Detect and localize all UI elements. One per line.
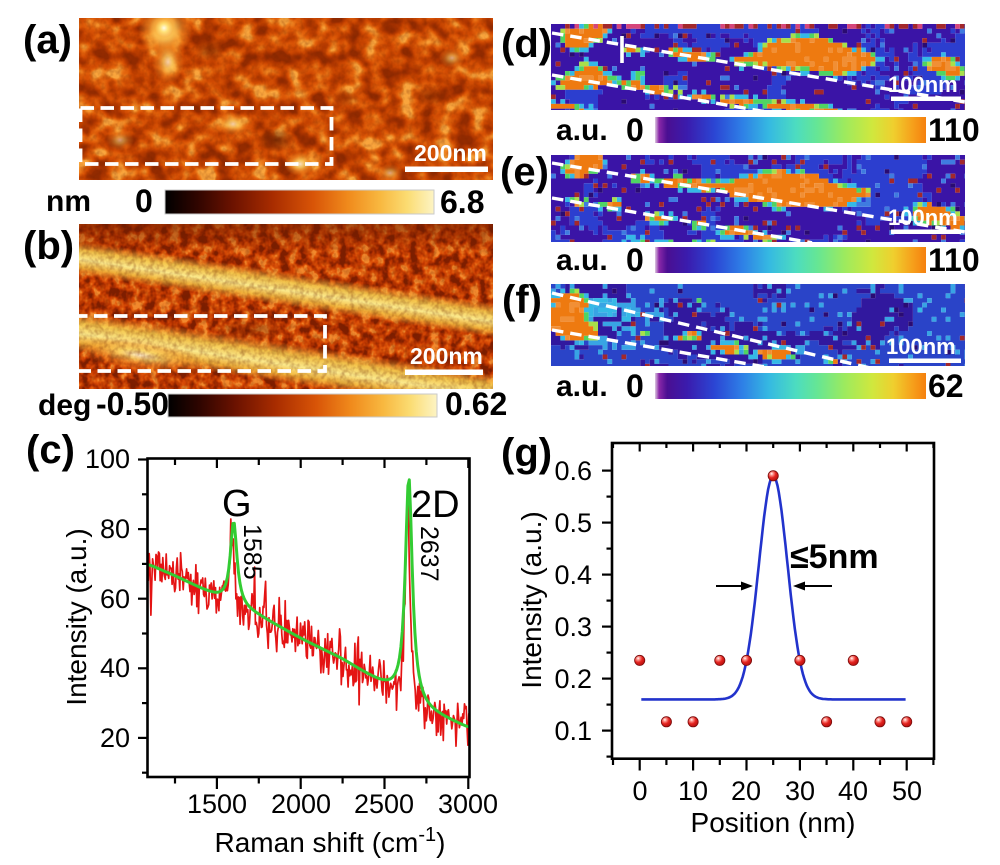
- svg-text:nm: nm: [46, 185, 91, 218]
- svg-text:0.5: 0.5: [554, 508, 592, 538]
- svg-text:1500: 1500: [187, 789, 247, 819]
- svg-text:20: 20: [731, 776, 761, 806]
- svg-text:2637: 2637: [415, 526, 443, 582]
- svg-text:(d): (d): [501, 22, 552, 66]
- svg-text:(g): (g): [501, 431, 552, 475]
- svg-text:0.1: 0.1: [554, 716, 592, 746]
- svg-text:2500: 2500: [354, 789, 414, 819]
- svg-text:0.6: 0.6: [554, 456, 592, 486]
- svg-text:-0.50: -0.50: [96, 386, 169, 422]
- svg-text:3000: 3000: [438, 789, 498, 819]
- svg-text:(e): (e): [500, 150, 549, 194]
- svg-text:0.3: 0.3: [554, 612, 592, 642]
- svg-text:80: 80: [100, 514, 130, 544]
- svg-text:Raman shift (cm-1): Raman shift (cm-1): [215, 824, 446, 858]
- svg-text:Intensity (a.u.): Intensity (a.u.): [61, 528, 92, 705]
- svg-text:(f): (f): [502, 278, 542, 322]
- svg-text:40: 40: [838, 776, 868, 806]
- svg-text:100nm: 100nm: [886, 334, 956, 359]
- svg-text:50: 50: [892, 776, 922, 806]
- svg-text:0: 0: [626, 112, 644, 148]
- svg-text:1585: 1585: [238, 524, 266, 580]
- svg-text:0: 0: [626, 368, 644, 404]
- svg-text:(b): (b): [23, 224, 74, 268]
- svg-text:0: 0: [632, 776, 647, 806]
- svg-text:a.u.: a.u.: [556, 244, 608, 277]
- svg-text:2D: 2D: [411, 484, 460, 526]
- svg-text:(a): (a): [23, 18, 72, 62]
- svg-text:200nm: 200nm: [414, 140, 487, 166]
- svg-text:≤5nm: ≤5nm: [790, 538, 879, 576]
- svg-text:0: 0: [135, 183, 153, 219]
- svg-text:100: 100: [85, 444, 130, 474]
- svg-text:2000: 2000: [271, 789, 331, 819]
- svg-text:10: 10: [678, 776, 708, 806]
- svg-text:0.2: 0.2: [554, 664, 592, 694]
- svg-text:Position (nm): Position (nm): [691, 807, 856, 838]
- svg-text:a.u.: a.u.: [556, 370, 608, 403]
- svg-text:0: 0: [626, 242, 644, 278]
- svg-text:60: 60: [100, 584, 130, 614]
- svg-text:G: G: [222, 483, 252, 525]
- svg-text:100nm: 100nm: [888, 205, 958, 230]
- svg-text:62: 62: [928, 368, 964, 404]
- svg-text:0.62: 0.62: [445, 386, 507, 422]
- svg-text:20: 20: [100, 723, 130, 753]
- svg-text:a.u.: a.u.: [556, 114, 608, 147]
- svg-text:100nm: 100nm: [888, 72, 958, 97]
- svg-text:110: 110: [928, 112, 980, 148]
- svg-text:200nm: 200nm: [410, 343, 483, 369]
- svg-text:110: 110: [928, 242, 980, 278]
- svg-text:40: 40: [100, 653, 130, 683]
- svg-text:6.8: 6.8: [440, 184, 484, 220]
- svg-text:(c): (c): [26, 428, 75, 472]
- svg-text:deg: deg: [38, 389, 91, 422]
- svg-text:0.4: 0.4: [554, 560, 592, 590]
- svg-text:30: 30: [785, 776, 815, 806]
- svg-text:Intensity (a.u.): Intensity (a.u.): [516, 511, 547, 688]
